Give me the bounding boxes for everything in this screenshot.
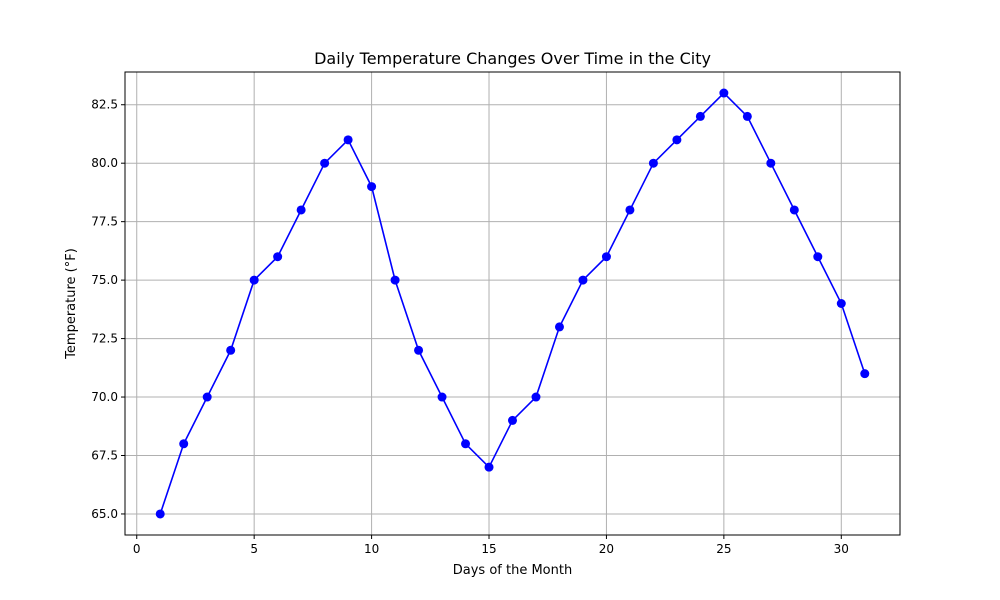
x-axis-label: Days of the Month [453, 563, 572, 578]
data-point [461, 439, 471, 449]
data-point [437, 392, 447, 402]
data-point [578, 275, 588, 285]
y-tick-label: 80.0 [91, 156, 118, 170]
plot-area-frame [124, 71, 901, 536]
x-tick-label: 5 [250, 542, 258, 556]
data-point [484, 462, 494, 472]
data-point [672, 135, 682, 145]
y-axis-label: Temperature (°F) [64, 248, 79, 360]
data-point [202, 392, 212, 402]
x-tick-label: 10 [364, 542, 379, 556]
data-point [860, 369, 870, 379]
data-point [273, 252, 283, 262]
data-point [343, 135, 353, 145]
x-tick-label: 20 [599, 542, 614, 556]
data-point [390, 275, 400, 285]
data-point [179, 439, 189, 449]
data-point [836, 299, 846, 308]
data-point [249, 275, 259, 285]
y-tick-label: 65.0 [91, 507, 118, 521]
data-point [719, 88, 729, 98]
data-point [625, 205, 635, 215]
data-point [789, 205, 799, 215]
data-point [813, 252, 823, 262]
data-point [695, 111, 705, 121]
y-tick-label: 82.5 [91, 98, 118, 112]
data-point [226, 345, 236, 355]
x-tick-label: 25 [716, 542, 731, 556]
x-tick-label: 0 [133, 542, 141, 556]
data-series [155, 88, 870, 519]
y-tick-label: 72.5 [91, 332, 118, 346]
data-point [296, 205, 306, 215]
data-point [320, 158, 330, 168]
chart-title: Daily Temperature Changes Over Time in t… [314, 49, 711, 68]
axis-ticks: 0 5 10 15 20 25 30 65.0 67.5 70.0 72.5 75.0 77.5 80.0… [91, 98, 849, 556]
data-point [508, 415, 517, 425]
x-tick-label: 15 [481, 542, 496, 556]
data-point [531, 392, 541, 402]
data-point [601, 252, 611, 262]
data-point [367, 182, 377, 192]
data-point [742, 111, 752, 121]
data-point [414, 345, 424, 355]
data-point [648, 158, 658, 168]
data-point [155, 509, 165, 519]
data-point [766, 158, 776, 168]
x-tick-label: 30 [834, 542, 849, 556]
y-tick-label: 75.0 [91, 273, 118, 287]
data-point [554, 322, 564, 332]
y-tick-label: 70.0 [91, 390, 118, 404]
y-tick-label: 67.5 [91, 448, 118, 462]
y-tick-label: 77.5 [91, 215, 118, 229]
